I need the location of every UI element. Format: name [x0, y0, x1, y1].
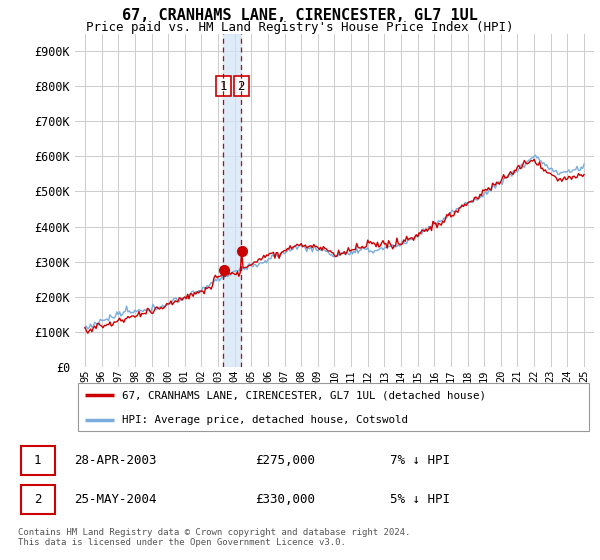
Text: 5% ↓ HPI: 5% ↓ HPI [390, 493, 450, 506]
Text: 1: 1 [34, 454, 41, 467]
Text: 7% ↓ HPI: 7% ↓ HPI [390, 454, 450, 467]
Text: £330,000: £330,000 [255, 493, 315, 506]
Text: 67, CRANHAMS LANE, CIRENCESTER, GL7 1UL (detached house): 67, CRANHAMS LANE, CIRENCESTER, GL7 1UL … [122, 390, 486, 400]
Text: 1: 1 [220, 80, 227, 93]
Text: 25-MAY-2004: 25-MAY-2004 [74, 493, 157, 506]
Text: £275,000: £275,000 [255, 454, 315, 467]
Text: 2: 2 [238, 80, 245, 93]
Text: Contains HM Land Registry data © Crown copyright and database right 2024.
This d: Contains HM Land Registry data © Crown c… [18, 528, 410, 547]
Text: HPI: Average price, detached house, Cotswold: HPI: Average price, detached house, Cots… [122, 414, 408, 424]
Text: Price paid vs. HM Land Registry's House Price Index (HPI): Price paid vs. HM Land Registry's House … [86, 21, 514, 34]
Text: 67, CRANHAMS LANE, CIRENCESTER, GL7 1UL: 67, CRANHAMS LANE, CIRENCESTER, GL7 1UL [122, 8, 478, 24]
Text: 28-APR-2003: 28-APR-2003 [74, 454, 157, 467]
Bar [223, 34, 241, 367]
Text: 2: 2 [34, 493, 41, 506]
FancyBboxPatch shape [77, 384, 589, 431]
FancyBboxPatch shape [21, 485, 55, 514]
FancyBboxPatch shape [21, 446, 55, 475]
